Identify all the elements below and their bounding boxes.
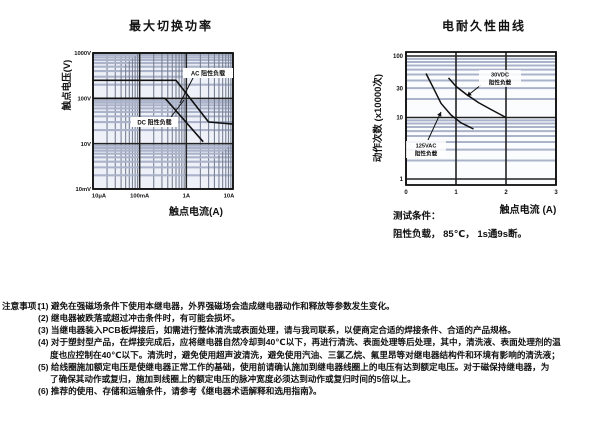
curve-label: 阻性负载 [415, 150, 438, 158]
note-line: (4) 对于塑封型产品，在焊接完成后，应将继电器自然冷却到40℃以下，再进行清洗… [38, 337, 561, 348]
y-tick-label: 1000V [74, 51, 91, 57]
test-conditions-title: 测试条件： [393, 211, 441, 222]
note-line: (1) 避免在强磁场条件下使用本继电器，外界强磁场会造成继电器动作和释放等参数发… [38, 301, 395, 311]
curve-dc-resistive-load [93, 97, 204, 143]
x-tick-label: 0 [404, 190, 408, 196]
note-line: (5) 给线圈施加额定电压是使继电器正常工作的基础，使用前请确认施加到继电器线圈… [38, 361, 550, 372]
y-tick-label: 100 [393, 54, 404, 60]
x-tick-label: 100mA [130, 194, 150, 200]
note-line: (6) 推荐的使用、存储和运输条件，请参考《继电器术语解释和选用指南》。 [38, 386, 322, 397]
callout-line [179, 77, 194, 104]
curve-label: DC 阻性负载 [137, 119, 171, 127]
callout-arrowhead [437, 112, 442, 117]
curve-30vdc-resistive-load [447, 77, 507, 119]
left-plot-border [92, 52, 234, 190]
x-tick-label: 3 [554, 190, 558, 196]
x-tick-label: 2 [504, 190, 508, 196]
notes-list: (1) 避免在强磁场条件下使用本继电器，外界强磁场会造成继电器动作和释放等参数发… [38, 300, 561, 397]
callout-line [170, 99, 185, 118]
curve-label-box [131, 117, 178, 127]
left-chart-x-axis-label: 触点电流(A) [169, 207, 223, 218]
curve-label: 30VDC [491, 73, 509, 79]
test-conditions-body: 阻性负载， 85℃， 1s通9s断。 [393, 229, 527, 240]
curve-label: 125VAC [416, 144, 437, 150]
notes-heading: 注意事项： [2, 301, 45, 311]
curve-label-box [183, 68, 233, 78]
y-tick-label: 10mV [76, 187, 92, 193]
note-line: (2) 继电器被跌落或超过冲击条件时，有可能会损坏。 [38, 313, 240, 324]
curve-125vac-resistive-load [425, 73, 474, 130]
right-chart-x-axis-label: 触点电流 (A) [499, 205, 557, 216]
y-tick-label: 10V [81, 142, 91, 148]
right-chart-title: 电耐久性曲线 [441, 19, 527, 33]
x-tick-label: 10A [224, 194, 235, 200]
y-tick-label: 30 [396, 86, 403, 92]
curve-label: AC 阻性负载 [191, 70, 225, 78]
right-plot-border [405, 51, 557, 186]
y-tick-label: 10 [396, 116, 403, 122]
curve-label-box [406, 141, 446, 158]
callout-arrowhead [467, 91, 472, 96]
note-line: (3) 当继电器装入PCB板焊接后，如需进行整体清洗或表面处理，请与我司联系，以… [38, 325, 516, 336]
note-line: 度也应控制在40℃以下。清洗时，避免使用超声波清洗，避免使用汽油、三氯乙烷、氟里… [50, 349, 560, 360]
x-tick-label: 1A [183, 194, 191, 200]
x-tick-label: 1 [454, 190, 458, 196]
curve-ac-resistive-load [93, 79, 234, 125]
left-chart-title: 最大切换功率 [128, 19, 214, 33]
x-tick-label: 10μA [92, 194, 107, 200]
right-grid-minor [406, 57, 556, 162]
y-tick-label: 100V [77, 97, 91, 103]
curve-label: 阻性负载 [489, 79, 512, 87]
note-line: 了确保其动作或复归，施加到线圈上的额定电压的脉冲宽度必须达到动作或复归时间的5倍… [50, 373, 416, 384]
y-tick-label: 1 [400, 177, 404, 183]
curve-label-box [479, 70, 521, 87]
callout-arrow-line [427, 111, 442, 141]
